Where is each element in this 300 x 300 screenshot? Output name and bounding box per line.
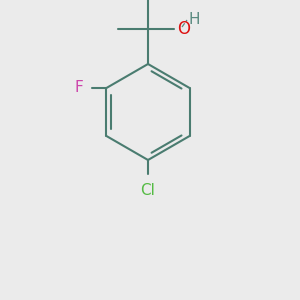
Text: H: H bbox=[188, 11, 200, 26]
Text: Cl: Cl bbox=[141, 183, 155, 198]
Text: F: F bbox=[75, 80, 83, 95]
Text: O: O bbox=[177, 20, 190, 38]
